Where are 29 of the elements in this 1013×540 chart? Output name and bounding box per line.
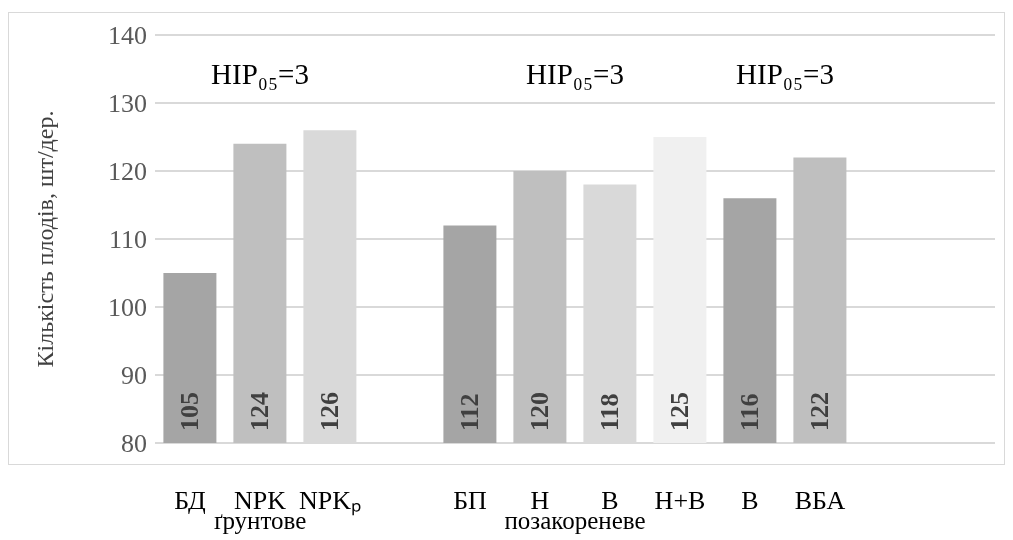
data-label: 118 xyxy=(595,393,625,431)
y-tick-label: 120 xyxy=(108,157,147,187)
annotation: НІР₀₅=3 xyxy=(525,58,625,90)
y-tick-label: 130 xyxy=(108,89,147,119)
data-label: 105 xyxy=(175,392,205,431)
x-tick-label: БП xyxy=(453,486,488,516)
y-axis-title: Кількість плодів, шт/дер. xyxy=(32,110,58,368)
data-label: 122 xyxy=(805,392,835,431)
y-tick-label: 80 xyxy=(121,429,147,459)
x-tick-label: В xyxy=(741,486,759,516)
y-tick-label: 100 xyxy=(108,293,147,323)
x-tick-label: В xyxy=(601,486,619,516)
y-tick-label: 90 xyxy=(121,361,147,391)
x-tick-label: NPK xyxy=(233,486,287,516)
data-label: 125 xyxy=(665,392,695,431)
x-tick-label: БД xyxy=(174,486,207,516)
annotation: НІР₀₅=3 xyxy=(735,58,835,90)
data-label: 120 xyxy=(525,392,555,431)
y-tick-label: 110 xyxy=(108,225,147,255)
data-label: 124 xyxy=(245,392,275,431)
data-label: 116 xyxy=(735,393,765,431)
x-tick-label: Н xyxy=(530,486,550,516)
x-tick-label: NPKₚ xyxy=(298,486,362,517)
x-tick-label: Н+В xyxy=(654,486,706,516)
y-tick-label: 140 xyxy=(108,21,147,51)
x-tick-label: ВБА xyxy=(794,486,846,516)
data-label: 126 xyxy=(315,392,345,431)
data-label: 112 xyxy=(455,393,485,431)
annotation: НІР₀₅=3 xyxy=(210,58,310,90)
